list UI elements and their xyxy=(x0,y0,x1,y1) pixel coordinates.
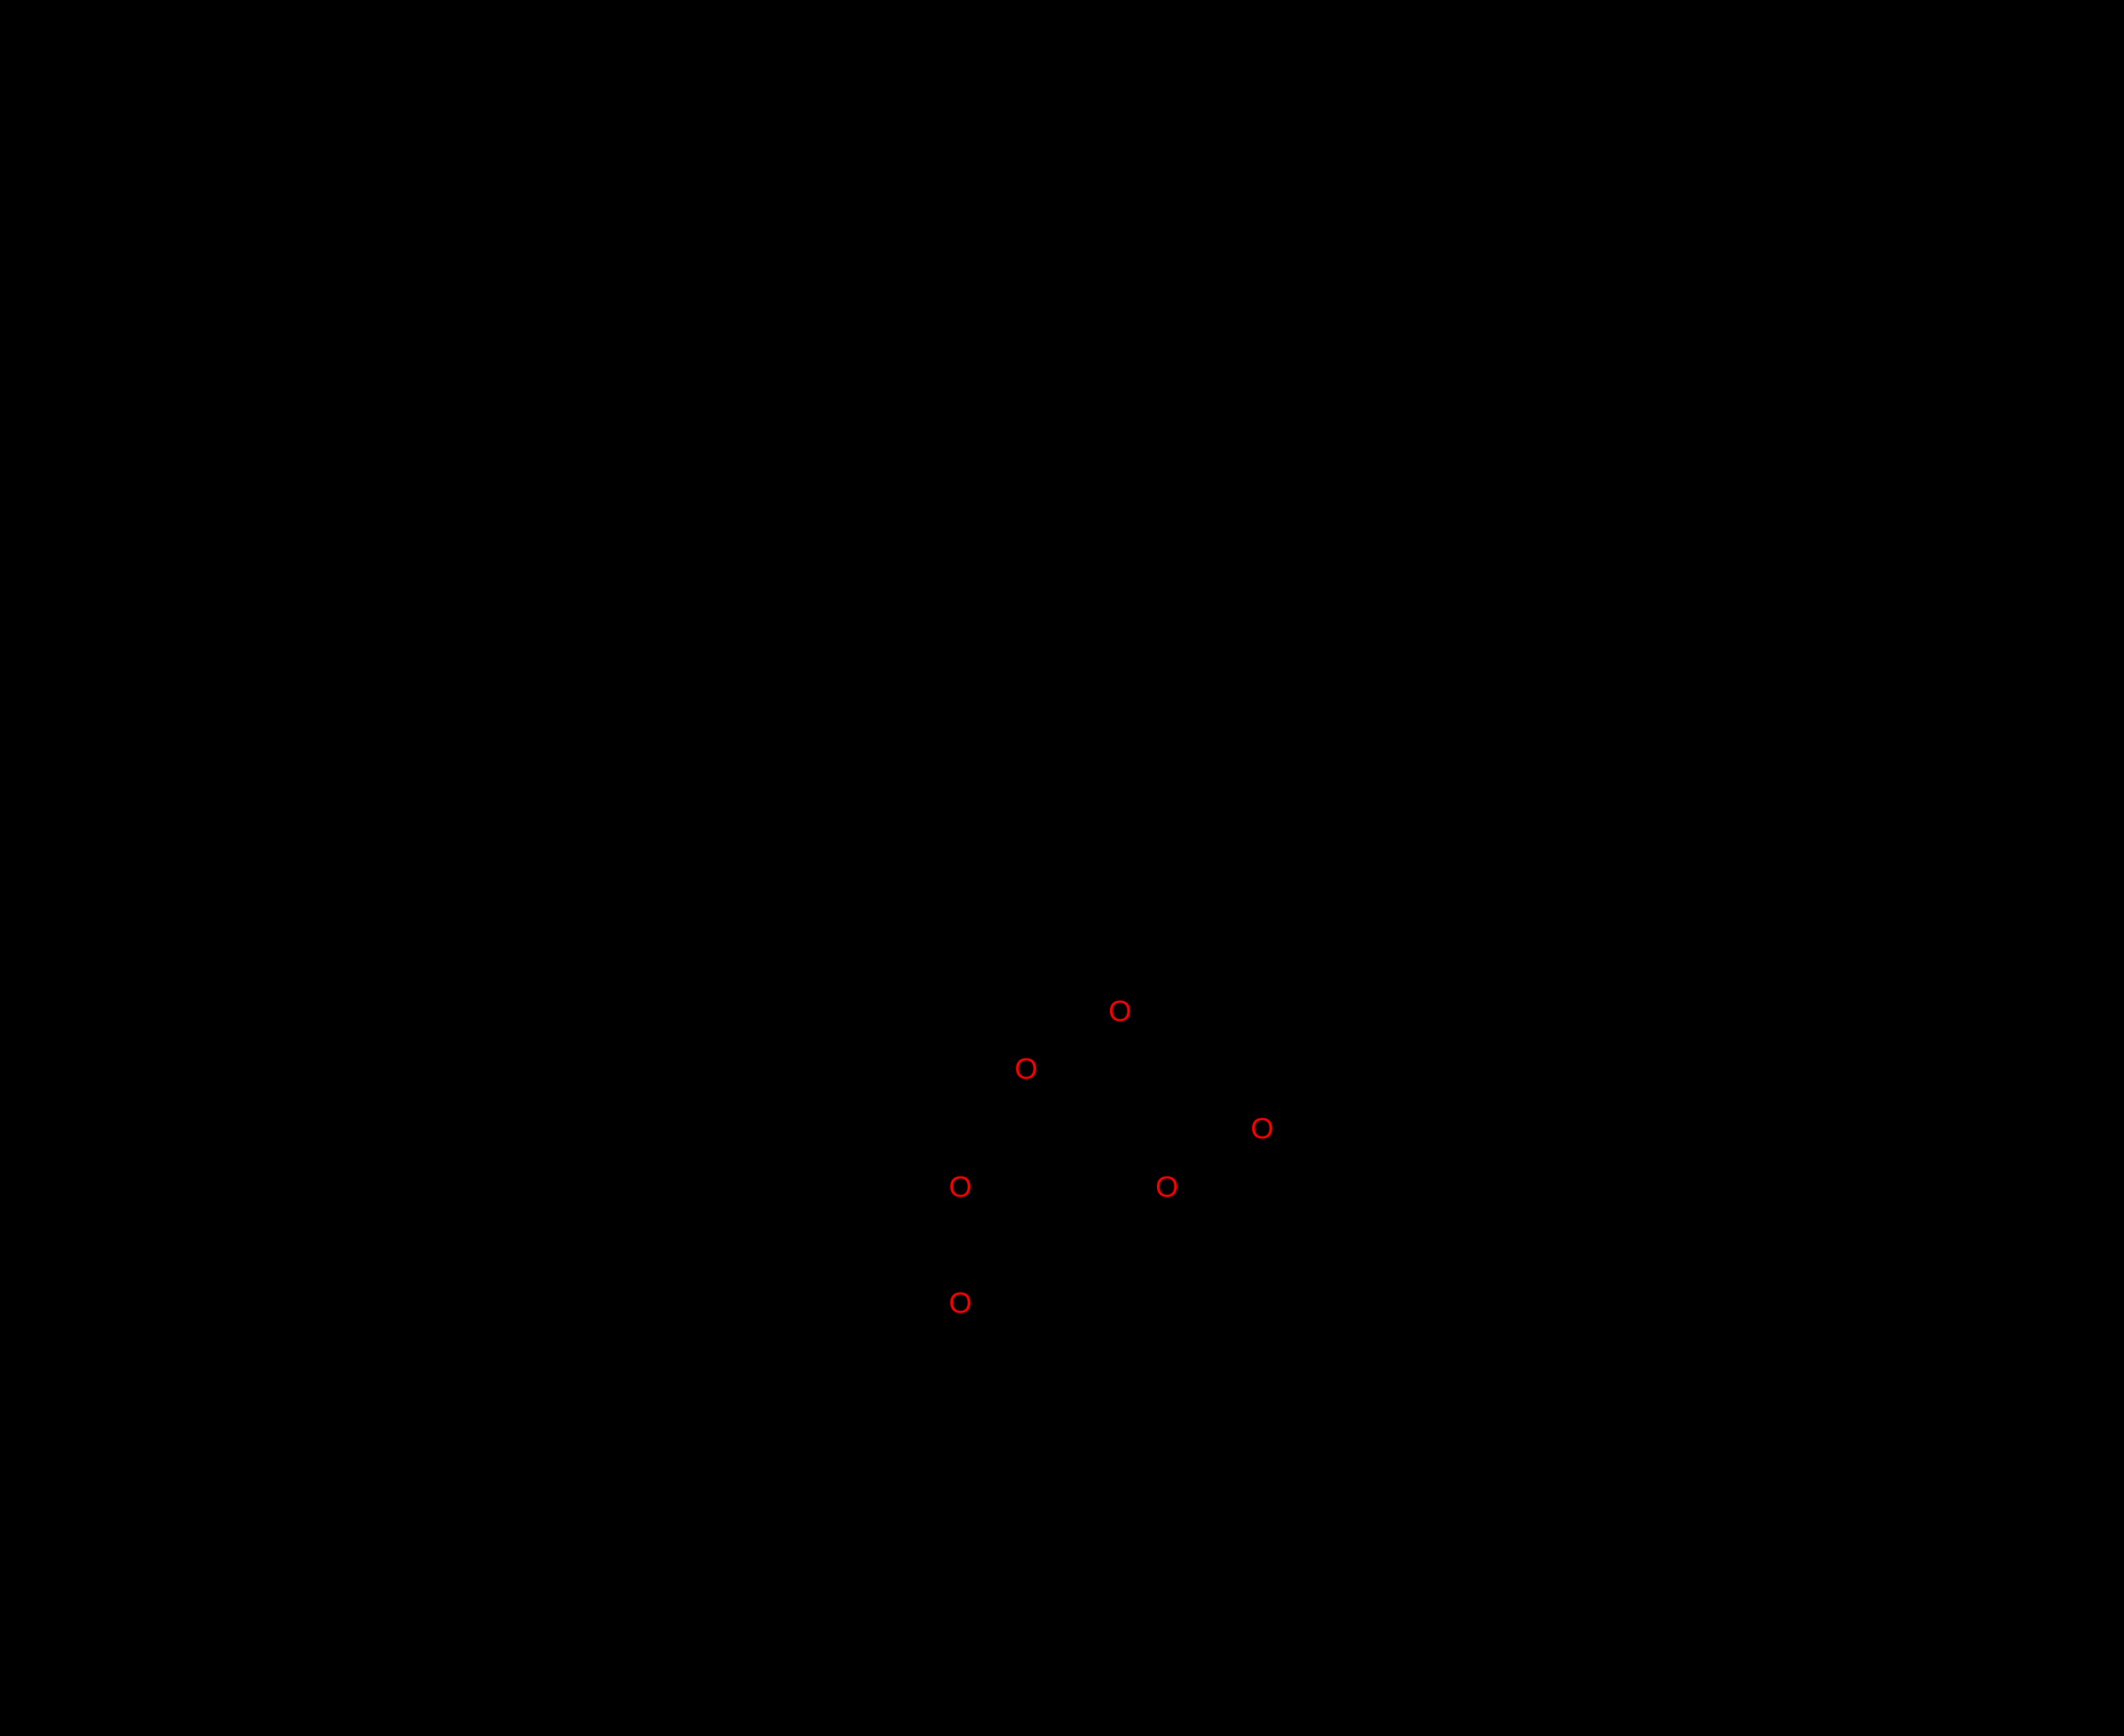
atom-label-o2: O xyxy=(1015,1054,1038,1084)
atom-label-o5: O xyxy=(1156,1173,1178,1202)
molecule-diagram: O O O O O O xyxy=(0,0,2124,1736)
atom-label-o3: O xyxy=(1251,1114,1274,1144)
atom-label-o4: O xyxy=(949,1173,972,1202)
atom-label-o1: O xyxy=(1109,997,1131,1026)
atom-label-o6: O xyxy=(949,1289,972,1318)
